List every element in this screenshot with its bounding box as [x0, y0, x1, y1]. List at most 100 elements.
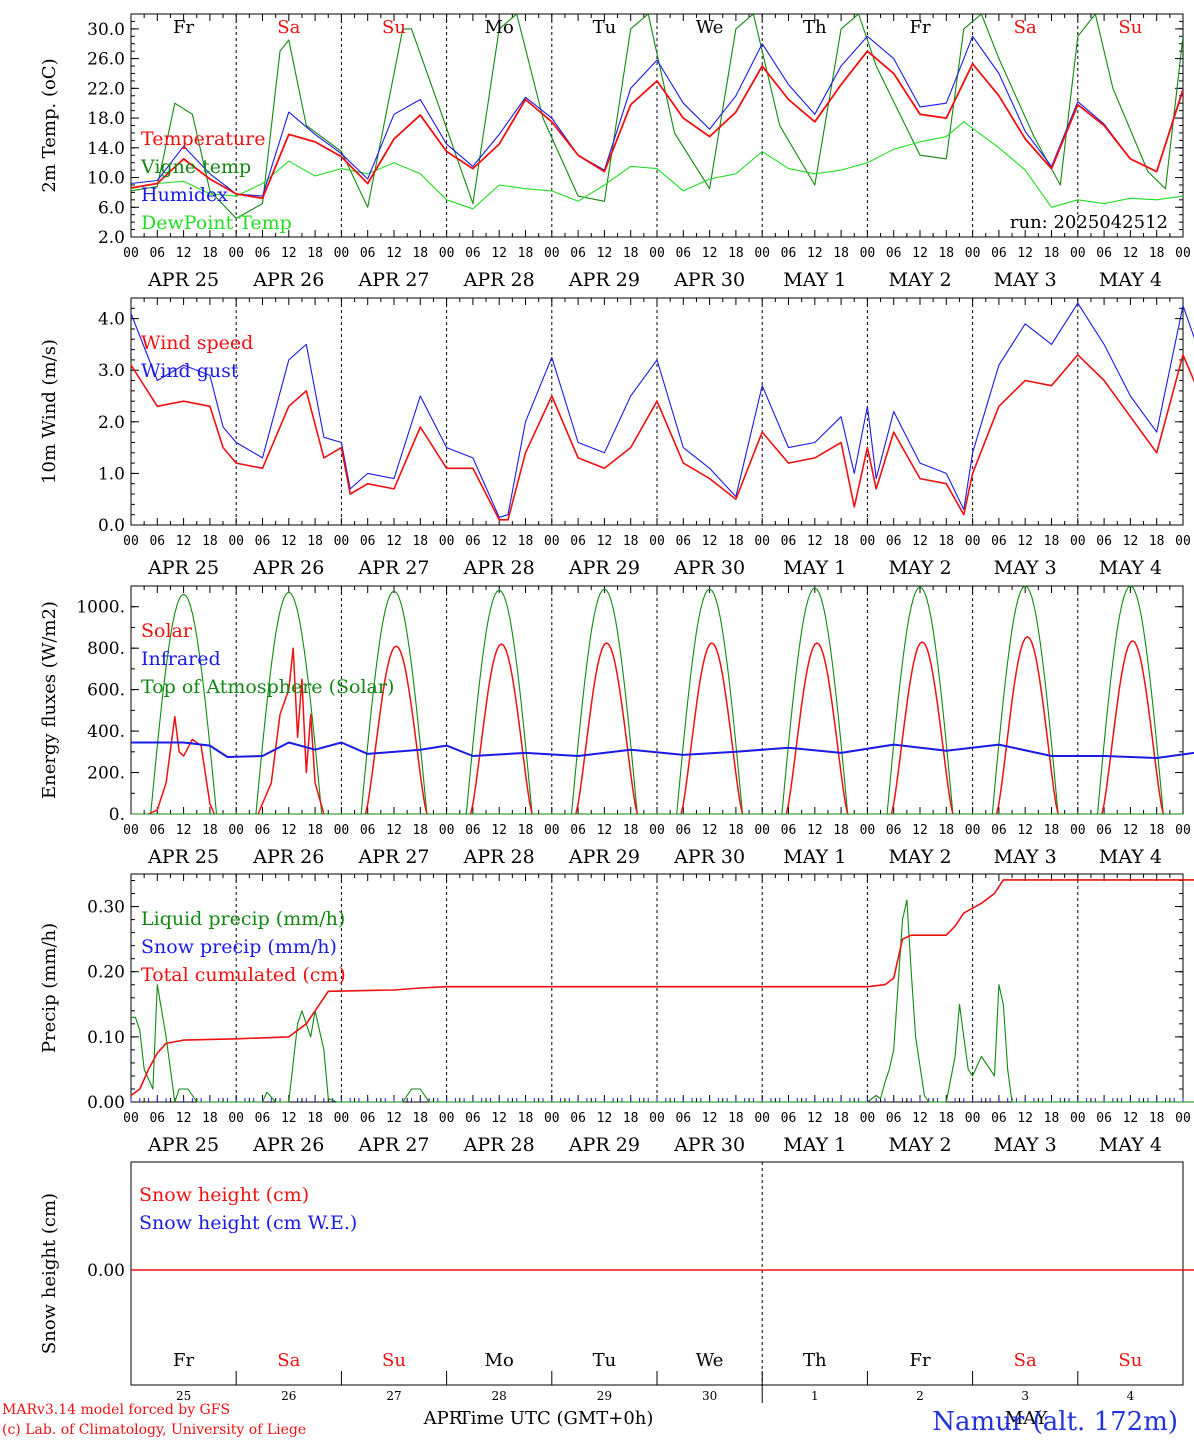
- date-label: MAY 2: [888, 557, 951, 579]
- series-line-wind-speed: [130, 354, 1194, 521]
- hour-tick-label: 18: [412, 1111, 428, 1126]
- hour-tick-label: 18: [938, 823, 954, 838]
- hour-tick-label: 12: [702, 823, 718, 838]
- temperature-series: [131, 14, 1183, 219]
- hour-tick-label: 00: [1175, 1111, 1191, 1126]
- date-label: APR 29: [568, 1134, 640, 1156]
- weekday-label: Th: [803, 17, 827, 38]
- y-tick-label: 1.0: [98, 464, 125, 484]
- hour-tick-label: 00: [649, 823, 665, 838]
- hour-tick-label: 12: [491, 1111, 507, 1126]
- hour-tick-label: 00: [754, 1111, 770, 1126]
- hour-tick-label: 06: [149, 823, 165, 838]
- hour-tick-label: 12: [1017, 246, 1033, 261]
- hour-tick-label: 18: [728, 534, 744, 549]
- hour-tick-label: 12: [807, 246, 823, 261]
- station-label: Namur (alt. 172m): [932, 1407, 1178, 1437]
- weekday-label: Tu: [593, 1350, 617, 1371]
- date-label: APR 26: [252, 1134, 324, 1156]
- hour-tick-label: 06: [781, 534, 797, 549]
- hour-tick-label: 18: [833, 246, 849, 261]
- hour-tick-label: 06: [781, 1111, 797, 1126]
- hour-tick-label: 18: [307, 246, 323, 261]
- y-axis-label: Snow height (cm): [39, 1193, 60, 1354]
- hour-tick-label: 12: [807, 534, 823, 549]
- hour-tick-label: 12: [281, 534, 297, 549]
- run-label: run: 2025042512: [1010, 212, 1168, 233]
- weekday-label: Sa: [1014, 17, 1037, 38]
- hour-tick-label: 12: [1123, 534, 1139, 549]
- legend-entry: Wind speed: [141, 332, 253, 354]
- date-label: MAY 2: [888, 1134, 951, 1156]
- y-tick-label: 22.0: [87, 79, 125, 99]
- date-label: APR 30: [673, 269, 745, 291]
- date-label: MAY 4: [1099, 1134, 1162, 1156]
- hour-tick-label: 06: [570, 534, 586, 549]
- toa-solar-curve: [570, 588, 638, 815]
- day-number-label: 28: [492, 1389, 507, 1403]
- hour-tick-label: 00: [228, 823, 244, 838]
- hour-tick-label: 06: [675, 246, 691, 261]
- date-label: APR 25: [147, 557, 219, 579]
- hour-tick-label: 12: [281, 823, 297, 838]
- hour-tick-label: 00: [860, 1111, 876, 1126]
- date-label: APR 28: [463, 269, 535, 291]
- month-label-apr: APR: [423, 1408, 463, 1429]
- hour-tick-label: 00: [439, 534, 455, 549]
- hour-tick-label: 06: [465, 823, 481, 838]
- legend-entry: Vigne temp: [140, 156, 251, 178]
- hour-tick-label: 18: [623, 1111, 639, 1126]
- hour-tick-label: 00: [754, 534, 770, 549]
- hour-tick-label: 00: [860, 823, 876, 838]
- hour-tick-label: 18: [202, 246, 218, 261]
- hour-tick-label: 00: [228, 534, 244, 549]
- hour-tick-label: 00: [123, 823, 139, 838]
- y-tick-label: 0.: [109, 805, 125, 825]
- date-label: APR 26: [252, 846, 324, 868]
- weekday-label: We: [696, 17, 724, 38]
- hour-tick-label: 00: [228, 246, 244, 261]
- hour-tick-label: 12: [807, 1111, 823, 1126]
- toa-solar-curve: [886, 586, 954, 815]
- lab-credit: (c) Lab. of Climatology, University of L…: [2, 1422, 306, 1438]
- weekday-label: Mo: [485, 17, 514, 38]
- date-label: APR 26: [252, 269, 324, 291]
- hour-tick-label: 18: [1044, 823, 1060, 838]
- y-tick-label: 2.0: [98, 413, 125, 433]
- hour-tick-label: 18: [518, 534, 534, 549]
- hour-tick-label: 00: [860, 246, 876, 261]
- weekday-label: Su: [1118, 17, 1142, 38]
- day-number-label: 4: [1127, 1389, 1135, 1403]
- day-number-label: 2: [916, 1389, 924, 1403]
- hour-tick-label: 12: [176, 1111, 192, 1126]
- date-label: MAY 2: [888, 269, 951, 291]
- solar-curve: [995, 636, 1059, 815]
- hour-tick-label: 06: [465, 534, 481, 549]
- legend-entry: Total cumulated (cm): [141, 964, 346, 986]
- hour-tick-label: 06: [149, 246, 165, 261]
- weekday-label: Sa: [1014, 1350, 1037, 1371]
- date-label: APR 29: [568, 846, 640, 868]
- hour-tick-label: 18: [202, 823, 218, 838]
- legend-entry: Humidex: [141, 184, 228, 206]
- hour-tick-label: 12: [702, 1111, 718, 1126]
- hour-tick-label: 18: [623, 246, 639, 261]
- legend-entry: Liquid precip (mm/h): [141, 908, 345, 930]
- hour-tick-label: 18: [833, 823, 849, 838]
- hour-tick-label: 06: [675, 823, 691, 838]
- hour-tick-label: 06: [255, 823, 271, 838]
- y-tick-label: 14.0: [87, 139, 125, 159]
- solar-curve: [257, 647, 325, 815]
- hour-tick-label: 12: [176, 246, 192, 261]
- toa-solar-curve: [150, 593, 218, 815]
- hour-tick-label: 06: [360, 1111, 376, 1126]
- hour-tick-label: 18: [833, 534, 849, 549]
- hour-tick-label: 00: [439, 246, 455, 261]
- hour-tick-label: 12: [491, 246, 507, 261]
- toa-solar-curve: [991, 585, 1059, 815]
- series-line-total-cumulated: [130, 879, 1194, 1097]
- hour-tick-label: 18: [938, 246, 954, 261]
- hour-tick-label: 00: [334, 246, 350, 261]
- day-number-label: 26: [281, 1389, 296, 1403]
- hour-tick-label: 12: [281, 1111, 297, 1126]
